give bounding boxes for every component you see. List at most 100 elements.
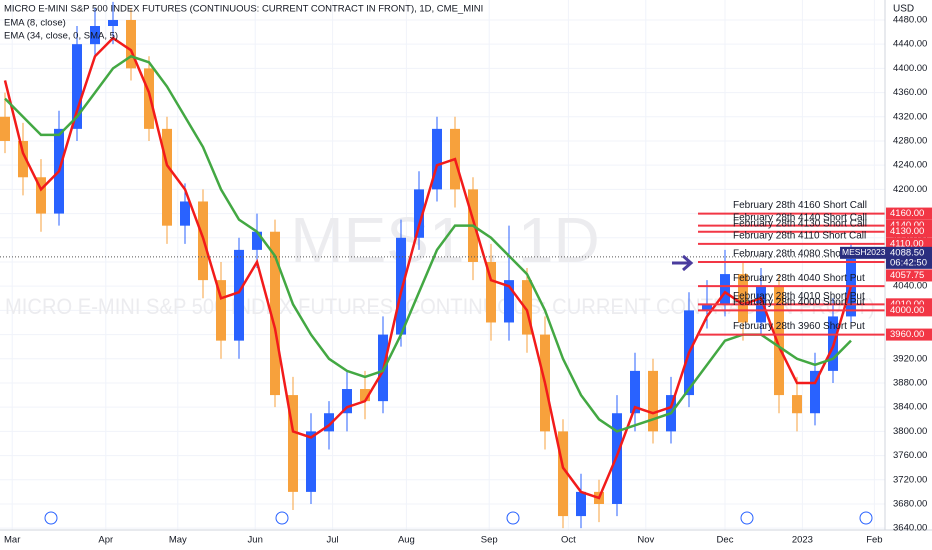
level-price-label: 4160.00	[890, 208, 924, 219]
candle-body	[90, 26, 100, 45]
symbol-box	[840, 246, 886, 259]
y-tick-label: 4240.00	[893, 160, 927, 171]
x-tick-label: Oct	[561, 535, 576, 546]
y-tick-label: 3680.00	[893, 498, 927, 509]
level-text: February 28th 4040 Short Put	[733, 273, 865, 284]
level-text: February 28th 3960 Short Put	[733, 321, 865, 332]
candle-body	[18, 140, 28, 178]
candle-body	[738, 274, 748, 323]
y-tick-label: 4400.00	[893, 63, 927, 74]
candle-body	[522, 280, 532, 335]
x-tick-label: Mar	[4, 535, 20, 546]
y-tick-label: 4120.00	[893, 232, 927, 243]
x-tick-label: Sep	[481, 535, 498, 546]
x-tick-label: May	[169, 535, 187, 546]
level-price-label: 4010.00	[890, 299, 924, 310]
candle-body	[306, 431, 316, 492]
legend-entry: EMA (8, close)	[4, 18, 66, 29]
candle-body	[432, 128, 442, 190]
candle-body	[234, 249, 244, 341]
level-price-label: 3960.00	[890, 329, 924, 340]
y-tick-label: 3880.00	[893, 377, 927, 388]
candle-body	[216, 280, 226, 341]
candle-body	[324, 413, 334, 432]
last-price-label: 4088.50	[890, 247, 924, 258]
level-price-label: 4140.00	[890, 220, 924, 231]
legend-entry: EMA (34, close, 0, SMA, 5)	[4, 31, 118, 42]
candle-body	[720, 274, 730, 305]
x-tick-label: Jul	[327, 535, 339, 546]
currency-bg	[886, 0, 932, 16]
candle-body	[702, 304, 712, 311]
price-box	[886, 269, 932, 282]
candle-body	[396, 237, 406, 335]
level-price-label: 4110.00	[890, 238, 924, 249]
x-tick-label: Nov	[637, 535, 654, 546]
y-tick-label: 3920.00	[893, 353, 927, 364]
ema-line	[3, 36, 853, 500]
y-tick-label: 3720.00	[893, 474, 927, 485]
candle-body	[162, 128, 172, 226]
y-tick-label: 4200.00	[893, 184, 927, 195]
x-tick-label: Apr	[98, 535, 113, 546]
price-axis: 3640.00 3680.00 3720.00 3760.00 3800.00 3840.…	[886, 14, 932, 534]
candle-body	[288, 395, 298, 492]
y-tick-label: 4480.00	[893, 14, 927, 25]
level-text: February 28th 4160 Short Call	[733, 200, 867, 211]
candle-body	[630, 370, 640, 414]
event-icons	[44, 511, 873, 525]
currency: USD	[893, 4, 914, 15]
x-tick-label: Jun	[248, 535, 263, 546]
y-tick-label: 4360.00	[893, 87, 927, 98]
x-tick-label: Dec	[717, 535, 734, 546]
price-label: 4057.75	[890, 270, 924, 281]
level-text: February 28th 4000 Short Put	[733, 297, 865, 308]
countdown: 06:42:50	[890, 257, 927, 268]
level-text: February 28th 4080 Short Str	[733, 249, 863, 260]
candle-body	[144, 68, 154, 129]
x-tick-label: 2023	[792, 535, 813, 546]
x-tick-label: Aug	[398, 535, 415, 546]
x-tick-label: Feb	[866, 535, 882, 546]
level-price-box	[886, 207, 932, 220]
last-price-box	[886, 246, 932, 269]
y-tick-label: 3640.00	[893, 523, 927, 534]
candle-body	[126, 19, 136, 69]
level-price-box	[886, 225, 932, 238]
level-text: February 28th 4130 Short Call	[733, 218, 867, 229]
candle-body	[180, 201, 190, 226]
candle-body	[558, 431, 568, 517]
level-price-label: 4130.00	[890, 226, 924, 237]
candle-body	[486, 261, 496, 323]
candle-body	[252, 231, 262, 250]
candle-body	[360, 389, 370, 402]
candle-body	[576, 491, 586, 517]
candle-body	[72, 44, 82, 129]
candle-body	[414, 189, 424, 238]
y-tick-label: 4280.00	[893, 135, 927, 146]
candle-body	[774, 286, 784, 396]
y-tick-label: 3760.00	[893, 450, 927, 461]
candle-body	[0, 116, 10, 141]
chart-title: MICRO E-MINI S&P 500 INDEX FUTURES (CONT…	[4, 4, 483, 15]
candle-body	[342, 389, 352, 414]
candle-body	[810, 370, 820, 414]
candle-body	[108, 19, 118, 27]
symbol-label: MESH2023	[842, 247, 886, 257]
level-text: February 28th 4140 Short Call	[733, 212, 867, 223]
level-text: February 28th 4010 Short Put	[733, 291, 865, 302]
arrow-icon	[672, 254, 694, 272]
y-tick-label: 3840.00	[893, 402, 927, 413]
level-price-box	[886, 328, 932, 341]
y-tick-label: 4040.00	[893, 281, 927, 292]
level-text: February 28th 4110 Short Call	[733, 230, 866, 241]
level-price-label: 4000.00	[890, 305, 924, 316]
candle-body	[270, 231, 280, 396]
y-tick-label: 3800.00	[893, 426, 927, 437]
level-price-box	[886, 304, 932, 317]
y-tick-label: 4440.00	[893, 39, 927, 50]
ema-line	[4, 54, 852, 433]
